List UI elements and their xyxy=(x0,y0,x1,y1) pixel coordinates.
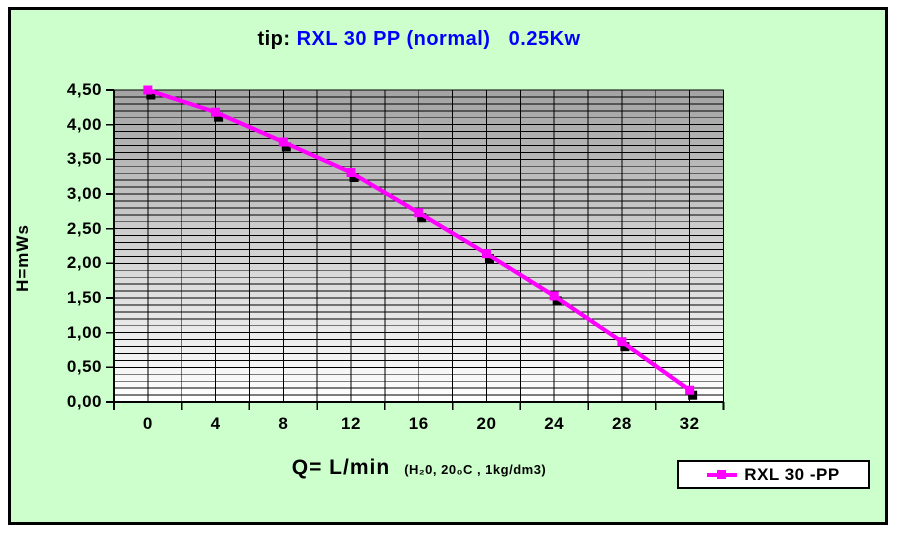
series-marker xyxy=(549,291,559,301)
y-tick-label: 4,50 xyxy=(66,80,102,99)
x-tick-label: 0 xyxy=(142,414,153,433)
y-tick-label: 4,00 xyxy=(66,114,102,134)
marker-shadow xyxy=(417,213,427,223)
x-tick-label: 16 xyxy=(408,414,429,433)
x-tick-label: 4 xyxy=(210,414,221,433)
y-tick-label: 3,00 xyxy=(66,184,102,203)
marker-shadow xyxy=(146,90,156,100)
x-axis-title-note: (H₂0, 20₀C , 1kg/dm3) xyxy=(404,462,547,477)
marker-shadow xyxy=(484,254,494,264)
chart-title-prefix: tip: xyxy=(257,28,297,50)
y-tick-label: 0,50 xyxy=(66,357,102,377)
legend-square-marker-icon xyxy=(717,470,727,479)
y-tick-label: 0,00 xyxy=(66,392,102,411)
chart-title-main: RXL 30 PP (normal) 0.25Kw xyxy=(296,28,581,50)
series-marker xyxy=(414,208,424,218)
y-tick-label: 1,00 xyxy=(66,322,102,342)
series-marker xyxy=(278,137,288,147)
series-marker xyxy=(617,337,627,347)
marker-shadow xyxy=(281,142,291,152)
series-marker xyxy=(143,85,153,95)
x-tick-label: 8 xyxy=(278,414,289,433)
series-marker xyxy=(211,107,221,117)
x-tick-label: 32 xyxy=(679,414,700,433)
marker-shadow xyxy=(349,173,359,183)
series-marker xyxy=(346,168,356,178)
marker-shadow xyxy=(214,112,224,122)
series-marker xyxy=(481,249,491,259)
x-tick-label: 20 xyxy=(476,414,497,433)
x-axis-title-main: Q= L/min xyxy=(291,456,391,479)
x-axis-title: Q= L/min (H₂0, 20₀C , 1kg/dm3) xyxy=(114,456,724,480)
marker-shadow xyxy=(620,342,630,352)
marker-shadow xyxy=(688,390,698,400)
legend-series-marker-icon xyxy=(707,470,738,479)
marker-shadow xyxy=(552,296,562,306)
y-axis-title: H=mWs xyxy=(13,224,32,292)
y-tick-label: 2,00 xyxy=(66,253,102,273)
y-tick-label: 1,50 xyxy=(66,288,102,307)
series-marker xyxy=(685,385,695,395)
y-tick-label: 3,50 xyxy=(66,149,102,169)
chart-title: tip: RXL 30 PP (normal) 0.25Kw xyxy=(114,28,724,51)
x-tick-label: 28 xyxy=(611,414,632,433)
legend-series-label: RXL 30 -PP xyxy=(744,464,840,484)
y-tick-label: 2,50 xyxy=(66,218,102,238)
x-tick-label: 12 xyxy=(341,414,361,433)
x-tick-label: 24 xyxy=(544,414,565,433)
legend: RXL 30 -PP xyxy=(677,460,870,489)
